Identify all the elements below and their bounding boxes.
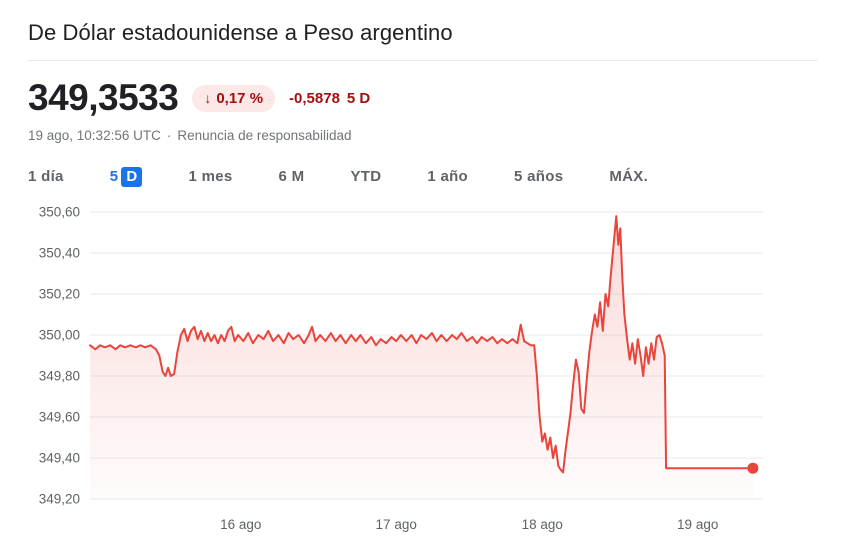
price-area-fill <box>90 216 753 499</box>
down-arrow-icon: ↓ <box>204 90 212 106</box>
x-tick-label: 17 ago <box>376 517 417 532</box>
price-line <box>89 215 754 474</box>
change-period: 5 D <box>346 89 371 107</box>
tab-6-m[interactable]: 6 M <box>279 165 305 188</box>
chart-area[interactable]: 350,60 350,40 350,20 350,00 349,80 349,60 349,… <box>28 196 818 546</box>
y-tick-label: 349,60 <box>39 410 80 425</box>
change-percent: 0,17 % <box>216 89 264 107</box>
price-chart[interactable]: 350,60 350,40 350,20 350,00 349,80 349,60 349,… <box>28 196 818 541</box>
tab-1-mes[interactable]: 1 mes <box>188 165 232 188</box>
tab-1-dia[interactable]: 1 día <box>28 165 64 188</box>
tab-1-ano[interactable]: 1 año <box>427 165 468 188</box>
tab-selected-highlight: D <box>121 167 143 187</box>
tab-ytd[interactable]: YTD <box>350 165 381 188</box>
separator-dot: · <box>166 128 172 143</box>
period-tabs: 1 día 5 D 1 mes 6 M YTD 1 año 5 años MÁX. <box>28 165 818 188</box>
quote-row: 349,3533 ↓ 0,17 % -0,5878 5 D <box>28 77 818 119</box>
y-tick-label: 349,80 <box>39 369 80 384</box>
change-percent-badge: ↓ 0,17 % <box>192 84 276 112</box>
tab-5-anos[interactable]: 5 años <box>514 165 563 188</box>
change-value: -0,5878 <box>289 89 340 107</box>
y-tick-label: 350,20 <box>39 287 80 302</box>
x-tick-label: 19 ago <box>677 517 718 532</box>
y-tick-label: 350,40 <box>39 246 80 261</box>
y-tick-label: 349,40 <box>39 451 80 466</box>
y-tick-label: 350,00 <box>39 328 80 343</box>
quote-meta: 19 ago, 10:32:56 UTC · Renuncia de respo… <box>28 128 818 143</box>
tab-max[interactable]: MÁX. <box>609 165 648 188</box>
current-price-dot <box>747 462 759 474</box>
timestamp: 19 ago, 10:32:56 UTC <box>28 128 161 143</box>
current-price: 349,3533 <box>28 77 179 118</box>
x-tick-label: 18 ago <box>522 517 563 532</box>
x-tick-label: 16 ago <box>220 517 261 532</box>
page-title: De Dólar estadounidense a Peso argentino <box>28 16 818 61</box>
disclaimer-link[interactable]: Renuncia de responsabilidad <box>177 128 352 143</box>
change-absolute: -0,5878 5 D <box>289 90 370 107</box>
y-tick-label: 350,60 <box>39 205 80 220</box>
y-tick-label: 349,20 <box>39 492 80 507</box>
